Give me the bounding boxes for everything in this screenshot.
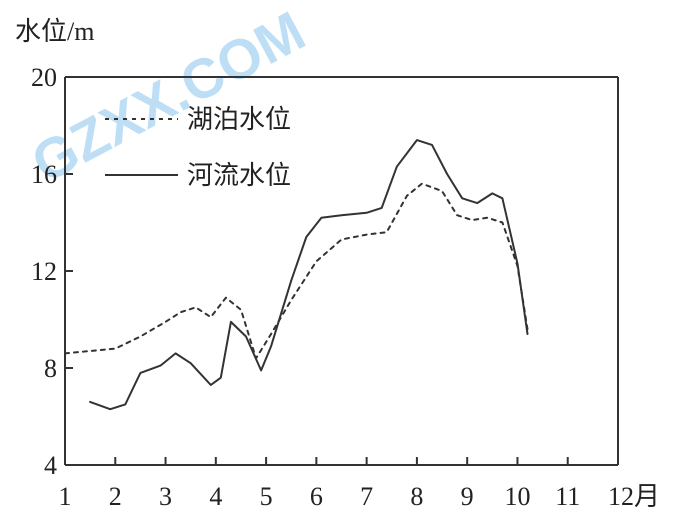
y-tick-label: 12 [31, 257, 57, 286]
x-tick-label: 6 [310, 482, 323, 511]
series-lines [64, 139, 529, 411]
x-tick-label: 8 [410, 482, 423, 511]
legend-label: 湖泊水位 [187, 105, 291, 135]
x-tick-label: 4 [209, 482, 222, 511]
x-tick-label: 1 [59, 482, 72, 511]
legend-label: 河流水位 [187, 161, 291, 191]
x-tick-label: 2 [109, 482, 122, 511]
y-tick-label: 16 [31, 160, 57, 189]
x-tick-label: 9 [461, 482, 474, 511]
x-tick-label: 7 [360, 482, 373, 511]
x-tick-label: 10 [504, 482, 530, 511]
x-tick-label: 11 [555, 482, 580, 511]
series-line-2 [89, 139, 529, 411]
y-tick-label: 20 [31, 63, 57, 92]
x-tick-label: 12月 [608, 482, 660, 511]
y-axis-title: 水位/m [15, 17, 94, 46]
y-tick-labels: 4 8 12 16 20 [31, 63, 73, 480]
x-tick-label: 5 [260, 482, 273, 511]
series-line-1 [64, 182, 529, 360]
x-tick-label: 3 [159, 482, 172, 511]
x-tick-labels: 1 2 3 4 5 6 7 8 9 10 11 12月 [59, 457, 660, 511]
y-tick-label: 8 [44, 354, 57, 383]
y-tick-label: 4 [44, 451, 57, 480]
